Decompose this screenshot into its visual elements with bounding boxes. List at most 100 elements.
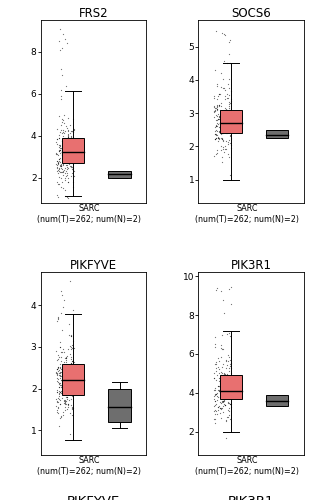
Point <box>213 122 218 130</box>
Point <box>226 84 231 92</box>
Point <box>222 370 227 378</box>
Point <box>64 354 69 362</box>
Point <box>220 385 225 393</box>
Point <box>217 388 222 396</box>
Point <box>225 122 230 130</box>
Point <box>64 160 69 168</box>
Point <box>221 408 226 416</box>
Point <box>69 341 74 349</box>
Point <box>61 375 66 383</box>
Point <box>57 388 62 396</box>
Point <box>55 135 60 143</box>
Point <box>214 104 219 112</box>
Point <box>227 364 232 372</box>
Point <box>229 110 234 118</box>
Point <box>54 138 59 146</box>
Point <box>221 136 226 144</box>
Point <box>212 107 217 115</box>
Point <box>216 377 221 385</box>
Point <box>57 370 62 378</box>
Point <box>215 382 220 390</box>
Point <box>222 31 227 39</box>
Point <box>66 127 71 135</box>
Point <box>62 376 67 384</box>
Title: SOCS6: SOCS6 <box>231 7 271 20</box>
Point <box>220 402 225 410</box>
Point <box>223 119 228 127</box>
Point <box>60 304 65 312</box>
Point <box>56 363 61 371</box>
Point <box>215 82 220 90</box>
Point <box>216 404 221 411</box>
Point <box>62 348 67 356</box>
Point <box>213 134 218 142</box>
Point <box>65 387 70 395</box>
Point <box>65 136 70 144</box>
Point <box>226 138 231 146</box>
Point <box>69 149 74 157</box>
Point <box>58 174 63 182</box>
Point <box>58 362 63 370</box>
Point <box>216 127 221 135</box>
Point <box>54 346 59 354</box>
Point <box>58 388 63 396</box>
Point <box>63 176 68 184</box>
Point <box>213 384 218 392</box>
Point <box>63 364 68 372</box>
Point <box>225 390 230 398</box>
Point <box>223 357 228 365</box>
Point <box>229 373 234 381</box>
Point <box>59 118 64 126</box>
Point <box>58 396 63 404</box>
Point <box>64 150 69 158</box>
Point <box>211 152 216 160</box>
Point <box>70 383 75 391</box>
Point <box>55 151 60 159</box>
Point <box>227 394 232 402</box>
Point <box>67 377 72 385</box>
Point <box>62 358 67 366</box>
Point <box>213 108 218 116</box>
Point <box>57 353 62 361</box>
Point <box>59 162 64 170</box>
Point <box>223 390 228 398</box>
Point <box>69 376 74 384</box>
Point <box>60 168 65 175</box>
Point <box>229 382 234 390</box>
Point <box>67 331 72 339</box>
Point <box>65 378 70 386</box>
Point <box>225 117 230 125</box>
Point <box>213 134 218 142</box>
Point <box>212 392 217 400</box>
Point <box>65 400 70 408</box>
Point <box>213 28 218 36</box>
Point <box>55 364 60 372</box>
Point <box>69 401 74 409</box>
Point <box>54 157 59 165</box>
Bar <box>62 138 84 163</box>
X-axis label: PIKFYVE: PIKFYVE <box>67 495 120 500</box>
Point <box>66 138 71 145</box>
Point <box>62 398 67 406</box>
Point <box>69 355 74 363</box>
Point <box>223 388 228 396</box>
Point <box>71 152 76 160</box>
Point <box>61 388 66 396</box>
Point <box>218 123 223 131</box>
Point <box>57 173 62 181</box>
Point <box>64 146 69 154</box>
Point <box>223 417 228 425</box>
Point <box>64 161 69 169</box>
Point <box>217 90 222 98</box>
Point <box>71 344 76 351</box>
Point <box>226 376 231 384</box>
Point <box>223 385 228 393</box>
Point <box>69 342 74 350</box>
Point <box>218 112 223 120</box>
Point <box>214 116 219 124</box>
Point <box>59 86 64 94</box>
Point <box>59 162 64 170</box>
Point <box>57 157 62 165</box>
Point <box>228 300 233 308</box>
Point <box>56 166 61 173</box>
